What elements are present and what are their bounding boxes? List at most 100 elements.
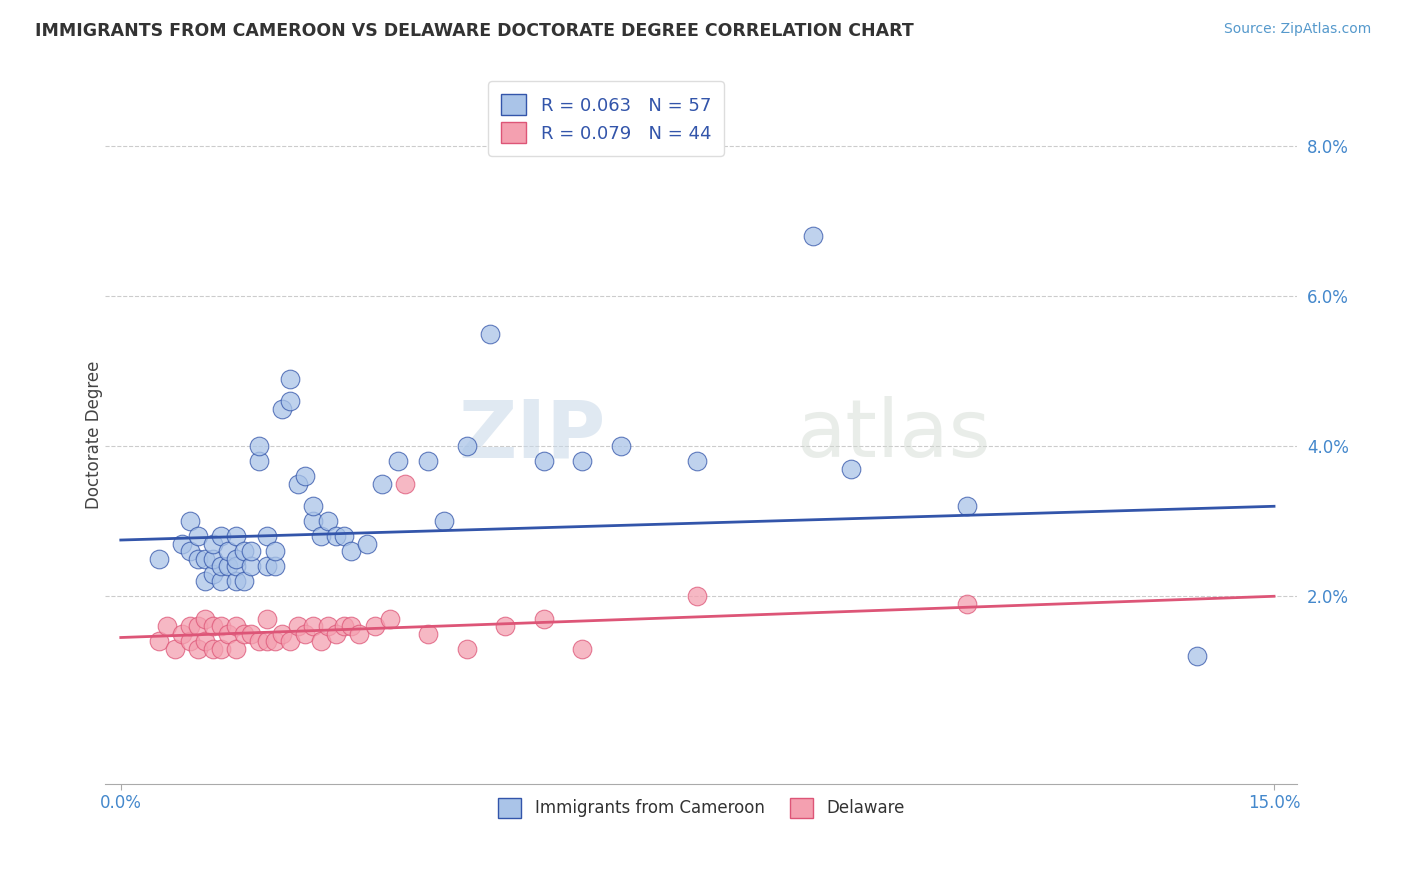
Point xyxy=(387,454,409,468)
Point xyxy=(217,544,239,558)
Point xyxy=(302,500,325,514)
Point xyxy=(302,514,325,528)
Point xyxy=(340,544,363,558)
Point xyxy=(194,634,217,648)
Point xyxy=(839,462,862,476)
Legend: Immigrants from Cameroon, Delaware: Immigrants from Cameroon, Delaware xyxy=(491,791,911,824)
Point xyxy=(456,641,478,656)
Point xyxy=(240,559,263,574)
Point xyxy=(256,529,278,543)
Point xyxy=(232,626,254,640)
Point xyxy=(179,544,201,558)
Point xyxy=(332,529,354,543)
Point xyxy=(363,619,385,633)
Point xyxy=(240,544,263,558)
Point xyxy=(209,529,232,543)
Point xyxy=(271,626,294,640)
Point xyxy=(163,641,186,656)
Point xyxy=(209,559,232,574)
Point xyxy=(478,326,501,341)
Point xyxy=(394,476,416,491)
Point xyxy=(332,619,354,633)
Point xyxy=(202,566,225,581)
Point xyxy=(187,619,209,633)
Point xyxy=(263,544,285,558)
Point xyxy=(232,574,254,589)
Point xyxy=(225,619,247,633)
Point xyxy=(202,551,225,566)
Point xyxy=(217,559,239,574)
Point xyxy=(533,454,555,468)
Point xyxy=(686,454,709,468)
Point xyxy=(494,619,516,633)
Point xyxy=(418,626,440,640)
Point xyxy=(263,559,285,574)
Point xyxy=(271,401,294,416)
Point xyxy=(194,574,217,589)
Point xyxy=(187,529,209,543)
Point xyxy=(179,514,201,528)
Text: ZIP: ZIP xyxy=(458,396,606,474)
Point xyxy=(309,634,332,648)
Text: IMMIGRANTS FROM CAMEROON VS DELAWARE DOCTORATE DEGREE CORRELATION CHART: IMMIGRANTS FROM CAMEROON VS DELAWARE DOC… xyxy=(35,22,914,40)
Point xyxy=(287,476,309,491)
Point xyxy=(287,619,309,633)
Text: atlas: atlas xyxy=(797,396,991,474)
Point xyxy=(209,619,232,633)
Point xyxy=(418,454,440,468)
Point xyxy=(294,626,316,640)
Point xyxy=(801,229,824,244)
Point xyxy=(156,619,179,633)
Point xyxy=(955,597,977,611)
Point xyxy=(256,559,278,574)
Point xyxy=(278,634,301,648)
Point xyxy=(148,551,170,566)
Point xyxy=(232,544,254,558)
Point xyxy=(302,619,325,633)
Y-axis label: Doctorate Degree: Doctorate Degree xyxy=(86,361,103,509)
Point xyxy=(225,641,247,656)
Point xyxy=(187,551,209,566)
Point xyxy=(278,372,301,386)
Point xyxy=(225,559,247,574)
Point xyxy=(256,634,278,648)
Point xyxy=(340,619,363,633)
Point xyxy=(571,641,593,656)
Point xyxy=(456,439,478,453)
Point xyxy=(533,612,555,626)
Point xyxy=(309,529,332,543)
Point xyxy=(148,634,170,648)
Point xyxy=(217,626,239,640)
Point xyxy=(325,529,347,543)
Point xyxy=(202,537,225,551)
Point xyxy=(247,439,270,453)
Point xyxy=(433,514,456,528)
Point xyxy=(278,394,301,409)
Point xyxy=(247,634,270,648)
Point xyxy=(378,612,401,626)
Point xyxy=(194,612,217,626)
Text: Source: ZipAtlas.com: Source: ZipAtlas.com xyxy=(1223,22,1371,37)
Point xyxy=(172,537,194,551)
Point xyxy=(194,551,217,566)
Point xyxy=(356,537,378,551)
Point xyxy=(240,626,263,640)
Point xyxy=(179,619,201,633)
Point xyxy=(294,469,316,483)
Point xyxy=(202,641,225,656)
Point xyxy=(371,476,394,491)
Point xyxy=(179,634,201,648)
Point xyxy=(187,641,209,656)
Point xyxy=(263,634,285,648)
Point xyxy=(225,574,247,589)
Point xyxy=(209,574,232,589)
Point xyxy=(202,619,225,633)
Point xyxy=(325,626,347,640)
Point xyxy=(318,619,340,633)
Point xyxy=(247,454,270,468)
Point xyxy=(571,454,593,468)
Point xyxy=(347,626,370,640)
Point xyxy=(609,439,631,453)
Point xyxy=(1185,649,1208,664)
Point xyxy=(209,641,232,656)
